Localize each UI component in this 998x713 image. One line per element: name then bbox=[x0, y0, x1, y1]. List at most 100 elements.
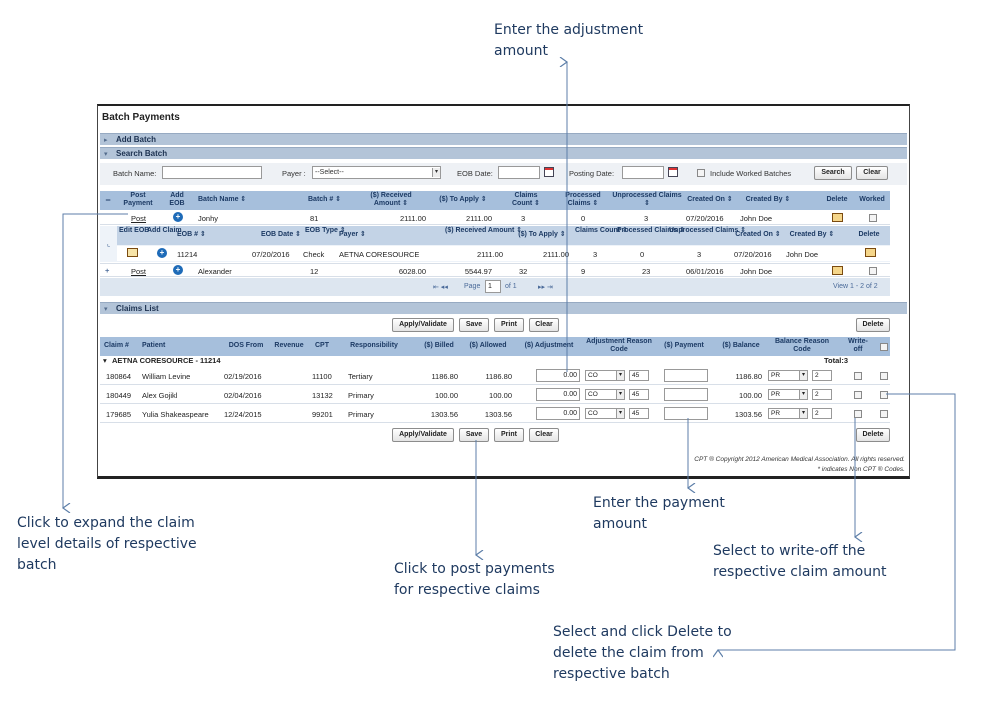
apply-validate-button[interactable]: Apply/Validate bbox=[392, 318, 454, 332]
callout-writeoff: Select to write-off the respective claim… bbox=[713, 543, 887, 580]
balance-reason-number[interactable]: 2 bbox=[812, 389, 832, 400]
print-button[interactable]: Print bbox=[494, 318, 524, 332]
add-batch-section[interactable]: ▸ Add Batch bbox=[100, 133, 907, 145]
calendar-icon[interactable] bbox=[668, 167, 678, 177]
add-eob-icon[interactable]: + bbox=[173, 212, 183, 222]
billed-cell: 1186.80 bbox=[431, 372, 458, 381]
balance-reason-select[interactable]: PR ▾ bbox=[768, 389, 808, 400]
write-off-checkbox[interactable] bbox=[854, 410, 862, 418]
col-created-by[interactable]: Created By ⇕ bbox=[745, 196, 791, 203]
col-sub-created-on[interactable]: Created On ⇕ bbox=[735, 231, 781, 238]
post-link[interactable]: Post bbox=[131, 214, 147, 223]
col-unprocessed-claims[interactable]: Unprocessed Claims ⇕ bbox=[612, 192, 682, 207]
worked-checkbox[interactable] bbox=[869, 214, 877, 222]
select-claim-checkbox[interactable] bbox=[880, 372, 888, 380]
col-sub-processed[interactable]: Processed Claims ⇕ bbox=[617, 227, 686, 234]
balance-reason-select[interactable]: PR ▾ bbox=[768, 408, 808, 419]
col-payment: ($) Payment bbox=[664, 342, 704, 349]
apply-validate-button-bottom[interactable]: Apply/Validate bbox=[392, 428, 454, 442]
col-eob-number[interactable]: EOB # ⇕ bbox=[177, 231, 206, 238]
col-payer[interactable]: Payer ⇕ bbox=[339, 231, 366, 238]
worked-checkbox[interactable] bbox=[869, 267, 877, 275]
delete-eob-icon[interactable] bbox=[865, 248, 876, 257]
add-eob-icon[interactable]: + bbox=[173, 265, 183, 275]
claims-list-section[interactable]: ▾ Claims List bbox=[100, 302, 907, 314]
calendar-icon[interactable] bbox=[544, 167, 554, 177]
collapse-all-icon[interactable]: − bbox=[105, 195, 111, 205]
billed-cell: 1303.56 bbox=[430, 410, 458, 419]
col-sub-created-by[interactable]: Created By ⇕ bbox=[789, 231, 835, 238]
adjustment-reason-select[interactable]: CO ▾ bbox=[585, 408, 625, 419]
posting-date-input[interactable] bbox=[622, 166, 664, 179]
save-button-bottom[interactable]: Save bbox=[459, 428, 489, 442]
first-page-icon[interactable]: ⇤ ◂◂ bbox=[433, 284, 448, 291]
patient-cell: Yulia Shakeaspeare bbox=[142, 410, 209, 419]
col-sub-to-apply[interactable]: ($) To Apply ⇕ bbox=[518, 231, 566, 238]
clear-button[interactable]: Clear bbox=[529, 318, 559, 332]
adjustment-reason-number[interactable]: 45 bbox=[629, 370, 649, 381]
select-all-checkbox[interactable] bbox=[880, 343, 888, 351]
delete-batch-icon[interactable] bbox=[832, 213, 843, 222]
adjustment-input[interactable]: 0.00 bbox=[536, 388, 580, 401]
page-number-input[interactable]: 1 bbox=[485, 280, 501, 293]
clear-search-button[interactable]: Clear bbox=[856, 166, 888, 180]
adjustment-reason-number[interactable]: 45 bbox=[629, 389, 649, 400]
adjustment-reason-select[interactable]: CO ▾ bbox=[585, 370, 625, 381]
delete-claims-button-bottom[interactable]: Delete bbox=[856, 428, 890, 442]
write-off-checkbox[interactable] bbox=[854, 391, 862, 399]
adjustment-reason-number[interactable]: 45 bbox=[629, 408, 649, 419]
payment-input[interactable] bbox=[664, 369, 708, 382]
print-button-bottom[interactable]: Print bbox=[494, 428, 524, 442]
col-received-amount[interactable]: ($) Received Amount ⇕ bbox=[370, 192, 412, 207]
search-batch-form: Batch Name: Payer : --Select-- ▾ EOB Dat… bbox=[100, 163, 907, 185]
next-page-icon[interactable]: ▸▸ ⇥ bbox=[538, 284, 553, 291]
payer-select[interactable]: --Select-- ▾ bbox=[312, 166, 441, 179]
select-claim-checkbox[interactable] bbox=[880, 410, 888, 418]
write-off-checkbox[interactable] bbox=[854, 372, 862, 380]
expand-row-icon[interactable]: + bbox=[105, 266, 110, 275]
eob-subgrid: ⌞ Edit EOB Add Claim EOB # ⇕ EOB Date ⇕ … bbox=[100, 226, 890, 262]
claim-number-cell: 180449 bbox=[106, 391, 132, 400]
col-eob-date[interactable]: EOB Date ⇕ bbox=[260, 231, 302, 238]
search-batch-section[interactable]: ▾ Search Batch bbox=[100, 147, 907, 159]
balance-reason-number[interactable]: 2 bbox=[812, 408, 832, 419]
select-claim-checkbox[interactable] bbox=[880, 391, 888, 399]
edit-eob-icon[interactable] bbox=[127, 248, 138, 257]
col-sub-unprocessed[interactable]: Unprocessed Claims ⇕ bbox=[669, 227, 747, 234]
eob-date-input[interactable] bbox=[498, 166, 540, 179]
cpt-cell: 99201 bbox=[312, 410, 333, 419]
col-batch-name[interactable]: Batch Name ⇕ bbox=[198, 196, 247, 203]
add-claim-icon[interactable]: + bbox=[157, 248, 167, 258]
clear-button-bottom[interactable]: Clear bbox=[529, 428, 559, 442]
balance-reason-number[interactable]: 2 bbox=[812, 370, 832, 381]
delete-batch-icon[interactable] bbox=[832, 266, 843, 275]
payment-input[interactable] bbox=[664, 388, 708, 401]
batch-name-input[interactable] bbox=[162, 166, 262, 179]
adjustment-reason-select[interactable]: CO ▾ bbox=[585, 389, 625, 400]
balance-reason-select[interactable]: PR ▾ bbox=[768, 370, 808, 381]
col-sub-claims-count[interactable]: Claims Count ⇕ bbox=[575, 227, 628, 234]
group-toggle-icon[interactable]: ▾ bbox=[103, 356, 107, 365]
adjustment-reason-value: CO bbox=[588, 391, 598, 398]
col-to-apply[interactable]: ($) To Apply ⇕ bbox=[439, 196, 487, 203]
col-sub-received[interactable]: ($) Received Amount ⇕ bbox=[445, 227, 523, 234]
include-worked-checkbox[interactable] bbox=[697, 169, 705, 177]
collapse-row-icon[interactable]: ⌞ bbox=[107, 239, 111, 248]
delete-claims-button[interactable]: Delete bbox=[856, 318, 890, 332]
post-link[interactable]: Post bbox=[131, 267, 147, 276]
search-button[interactable]: Search bbox=[814, 166, 852, 180]
created-on-cell: 06/01/2016 bbox=[686, 267, 724, 276]
col-claims-count[interactable]: Claims Count ⇕ bbox=[511, 192, 541, 207]
claims-list-label: Claims List bbox=[116, 304, 159, 313]
patient-cell: William Levine bbox=[142, 372, 191, 381]
col-eob-type[interactable]: EOB Type ⇕ bbox=[305, 227, 346, 234]
adjustment-input[interactable]: 0.00 bbox=[536, 407, 580, 420]
payment-input[interactable] bbox=[664, 407, 708, 420]
responsibility-cell: Tertiary bbox=[348, 372, 373, 381]
col-created-on[interactable]: Created On ⇕ bbox=[687, 196, 733, 203]
adjustment-input[interactable]: 0.00 bbox=[536, 369, 580, 382]
save-button[interactable]: Save bbox=[459, 318, 489, 332]
col-processed-claims[interactable]: Processed Claims ⇕ bbox=[565, 192, 601, 207]
col-cpt: CPT bbox=[315, 342, 329, 349]
col-batch-number[interactable]: Batch # ⇕ bbox=[308, 196, 342, 203]
